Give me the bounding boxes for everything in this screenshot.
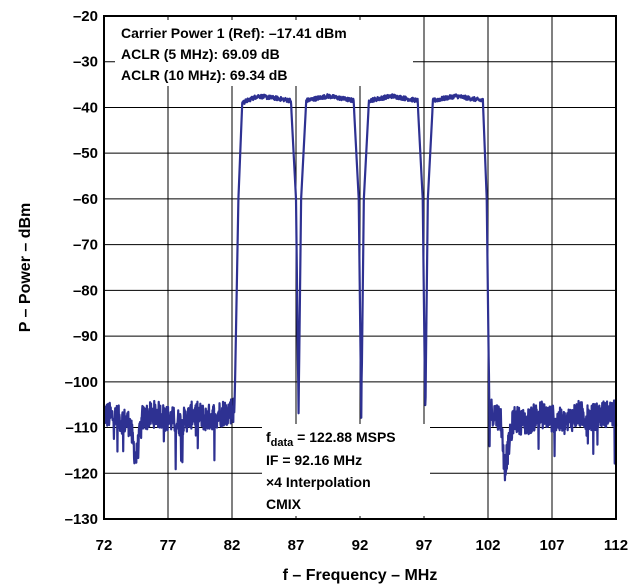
x-tick-label: 102 [475,537,500,554]
y-tick-label: –60 [73,191,98,208]
y-tick-label: –100 [65,374,98,391]
bottom-annotation-background [262,424,430,516]
annotation-aclr-10mhz: ACLR (10 MHz): 69.34 dB [121,67,287,83]
y-tick-label: –120 [65,465,98,482]
x-tick-label: 107 [539,537,564,554]
annotation-fdata: fdata = 122.88 MSPS [266,429,396,449]
y-tick-label: –50 [73,145,98,162]
annotation-carrier-power: Carrier Power 1 (Ref): –17.41 dBm [121,25,347,41]
y-tick-label: –20 [73,8,98,25]
x-tick-label: 77 [160,537,177,554]
fdata-subscript: data [271,437,295,449]
fdata-main: f [266,429,271,445]
y-tick-label: –30 [73,54,98,71]
annotation-interpolation: ×4 Interpolation [266,474,371,490]
x-tick-label: 72 [96,537,113,554]
y-tick-label: –130 [65,511,98,528]
x-axis-label: f – Frequency – MHz [283,567,438,584]
x-tick-label: 112 [604,537,628,554]
y-tick-label: –40 [73,99,98,116]
x-tick-label: 82 [224,537,241,554]
y-axis-label: P – Power – dBm [17,203,34,333]
y-tick-label: –110 [65,420,98,437]
annotation-aclr-5mhz: ACLR (5 MHz): 69.09 dB [121,46,280,62]
x-tick-label: 97 [416,537,433,554]
fdata-value: = 122.88 MSPS [293,429,395,445]
top-annotation-background [115,20,413,86]
y-tick-label: –90 [73,328,98,345]
annotation-if: IF = 92.16 MHz [266,452,362,468]
data-layer [102,93,618,482]
x-tick-label: 92 [352,537,369,554]
annotation-cmix: CMIX [266,496,302,512]
y-tick-label: –80 [73,282,98,299]
spectrum-trace [102,93,618,482]
y-tick-label: –70 [73,237,98,254]
x-tick-label: 87 [288,537,305,554]
tick-layer: 72 77 82 87 92 97 102 107 112 –20 –30 –40 –50 –60 –70 –… [65,8,628,554]
plot-frame [103,15,617,520]
